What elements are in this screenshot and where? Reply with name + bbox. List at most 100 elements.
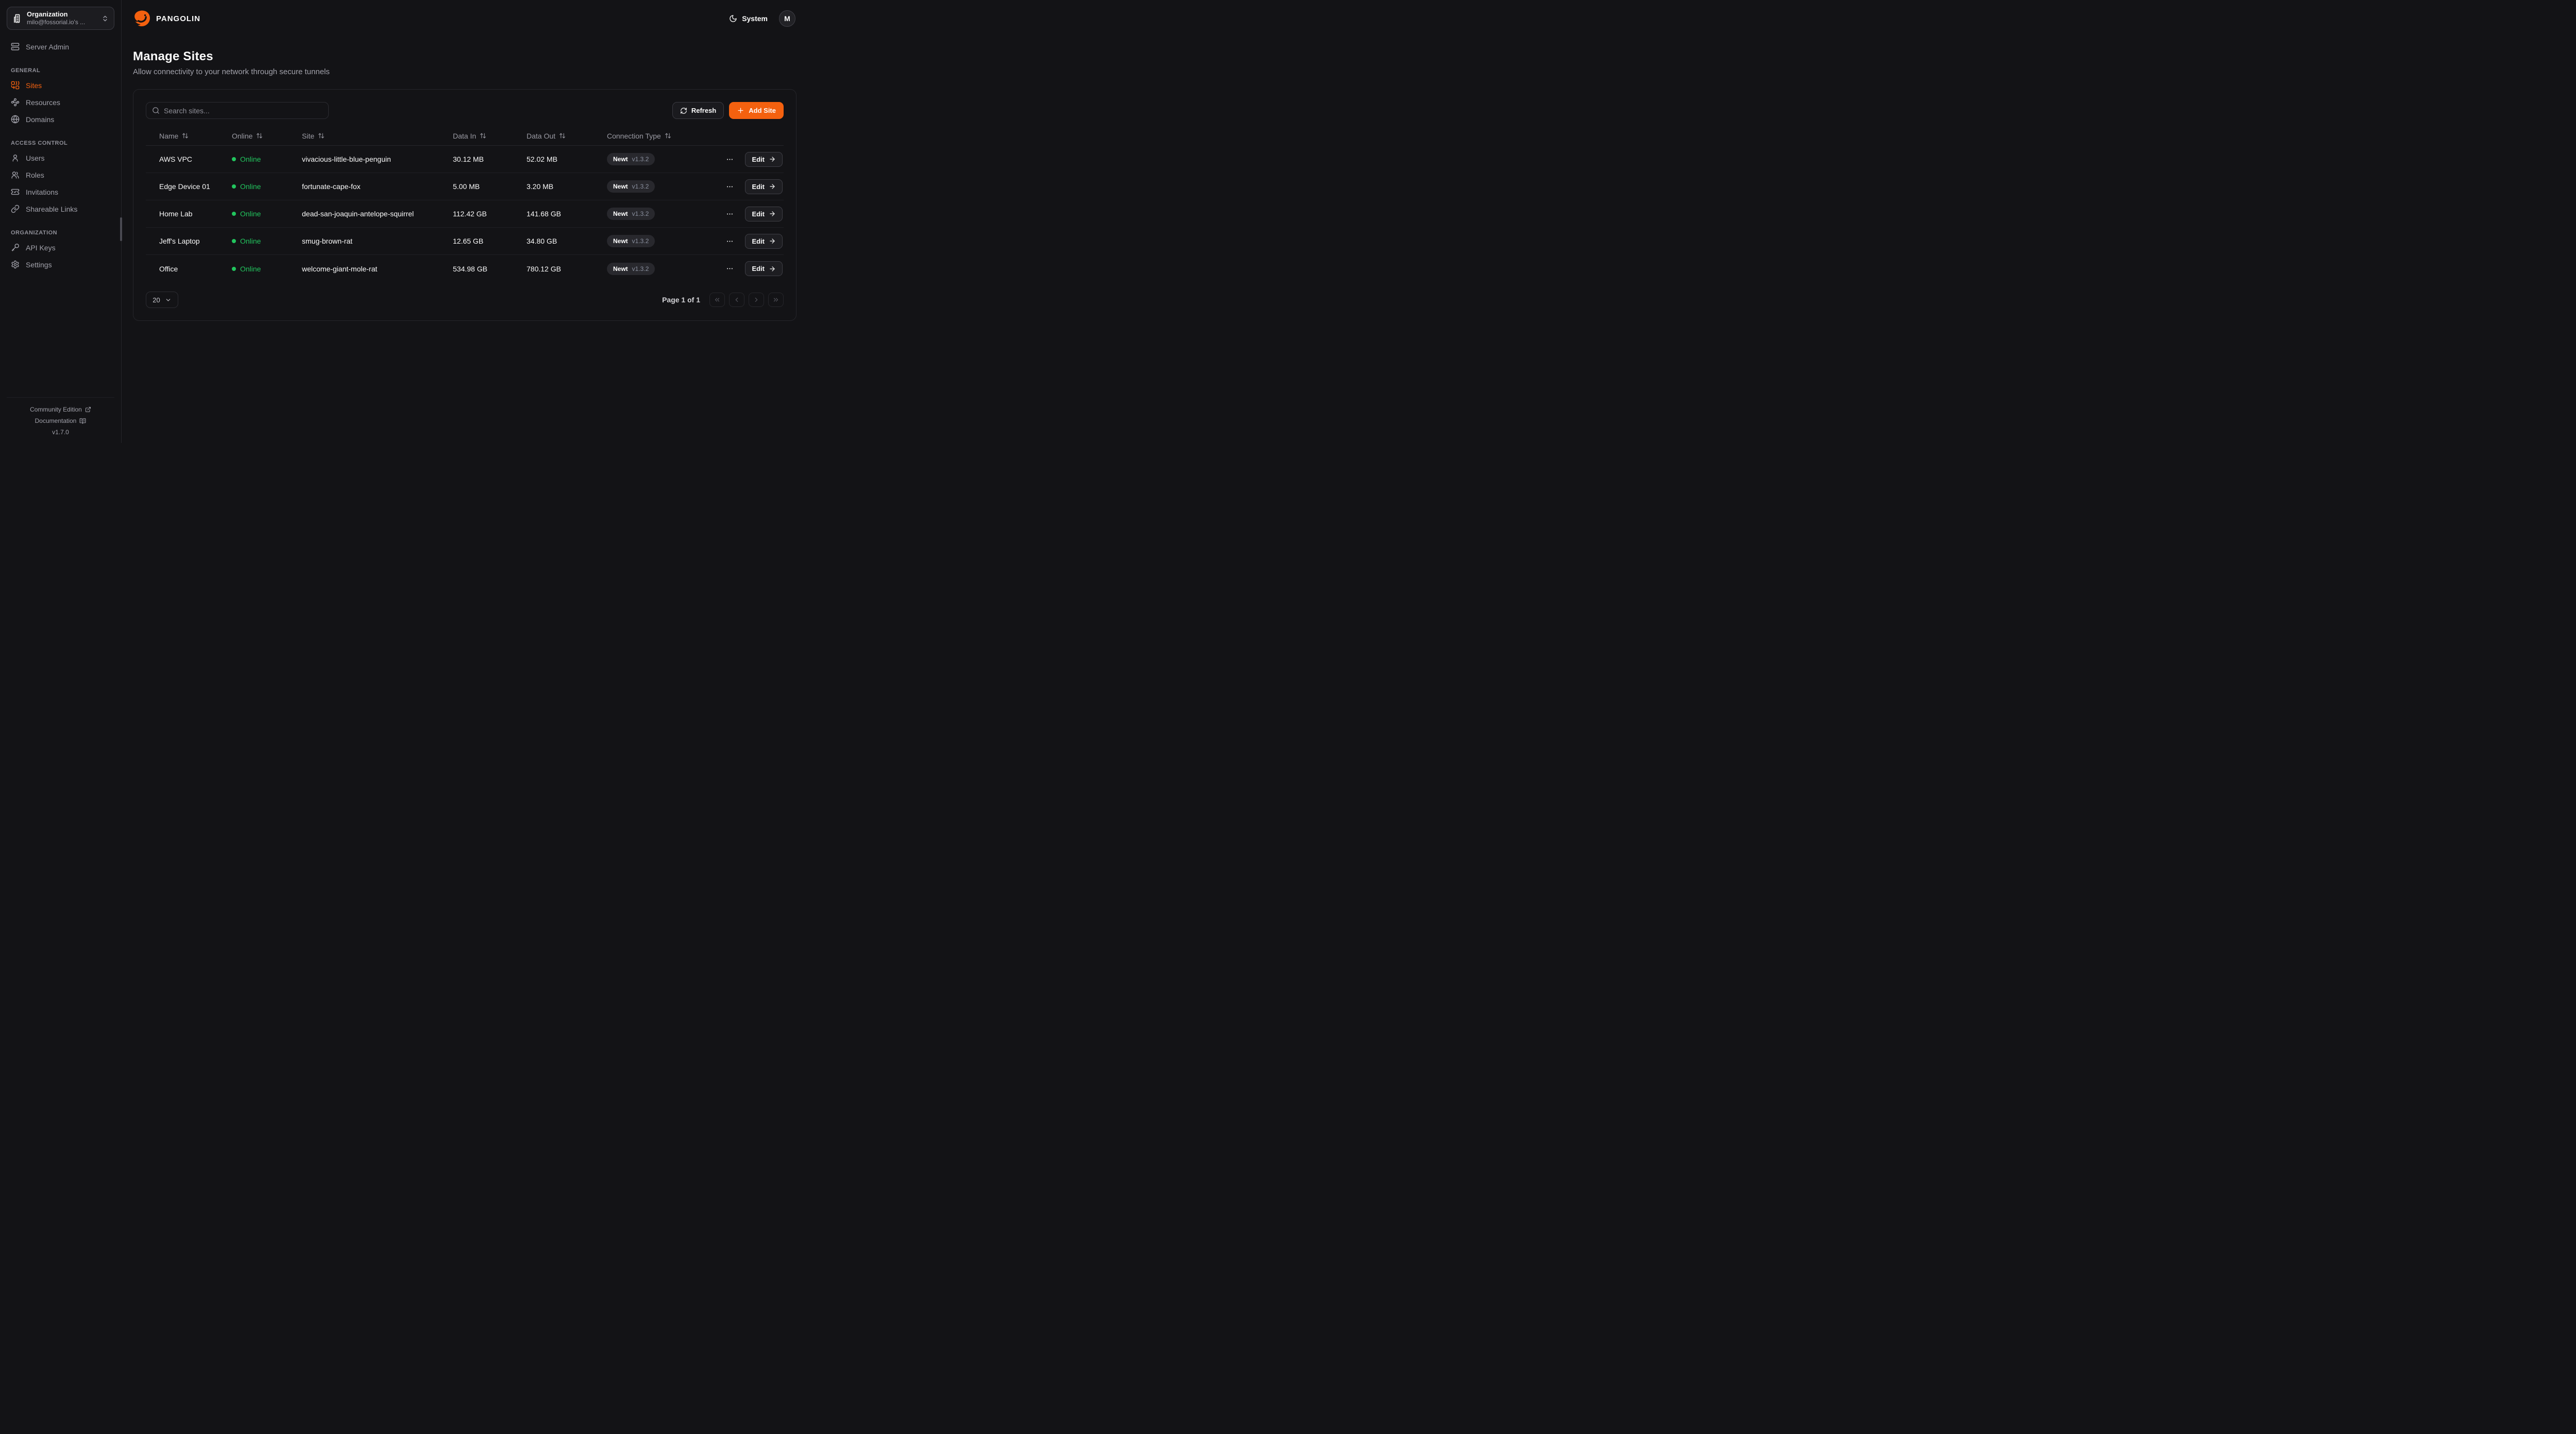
edit-button[interactable]: Edit <box>745 151 783 167</box>
row-menu-button[interactable] <box>724 181 736 193</box>
sidebar-item-label: Users <box>26 153 45 162</box>
sidebar-item-settings[interactable]: Settings <box>7 256 114 273</box>
status-dot <box>232 157 236 161</box>
book-open-icon <box>79 418 86 424</box>
arrow-right-icon <box>769 156 776 163</box>
edit-button[interactable]: Edit <box>745 261 783 276</box>
gear-icon <box>11 260 20 269</box>
sidebar-item-server-admin[interactable]: Server Admin <box>7 38 114 55</box>
table-row: Home Lab Online dead-san-joaquin-antelop… <box>146 200 784 228</box>
prev-page-button[interactable] <box>729 293 744 307</box>
waypoints-icon <box>11 98 20 107</box>
sites-combine-icon <box>11 81 20 90</box>
edit-button[interactable]: Edit <box>745 206 783 221</box>
arrow-right-icon <box>769 183 776 190</box>
column-header-site[interactable]: Site <box>302 132 453 140</box>
data-out: 3.20 MB <box>527 182 554 191</box>
site-slug: smug-brown-rat <box>302 237 353 245</box>
page-status: Page 1 of 1 <box>662 296 700 304</box>
column-header-online[interactable]: Online <box>232 132 302 140</box>
data-in: 534.98 GB <box>453 264 487 273</box>
sidebar-item-invitations[interactable]: Invitations <box>7 183 114 200</box>
row-menu-button[interactable] <box>724 153 736 165</box>
sites-table: Name Online Site Data In Data Out <box>146 126 784 284</box>
online-status: Online <box>232 182 302 191</box>
first-page-button[interactable] <box>709 293 725 307</box>
sidebar-item-domains[interactable]: Domains <box>7 111 114 128</box>
site-slug: welcome-giant-mole-rat <box>302 264 378 273</box>
connection-type-badge: Newt v1.3.2 <box>607 180 655 193</box>
data-in: 30.12 MB <box>453 155 484 163</box>
documentation-link[interactable]: Documentation <box>7 415 114 426</box>
sidebar-item-label: Server Admin <box>26 42 70 51</box>
sidebar-item-label: Roles <box>26 170 44 179</box>
sort-icon <box>256 132 263 139</box>
link-icon <box>11 204 20 213</box>
data-in: 5.00 MB <box>453 182 480 191</box>
add-site-label: Add Site <box>749 107 776 114</box>
sidebar-item-label: Sites <box>26 81 42 90</box>
community-edition-link[interactable]: Community Edition <box>7 404 114 415</box>
page-subtitle: Allow connectivity to your network throu… <box>133 67 330 76</box>
user-icon <box>11 153 20 162</box>
globe-icon <box>11 115 20 124</box>
chevrons-up-down-icon <box>101 15 109 22</box>
section-label-organization: ORGANIZATION <box>11 230 58 236</box>
sort-icon <box>480 132 486 139</box>
search-input[interactable] <box>164 106 323 115</box>
status-dot <box>232 266 236 271</box>
column-header-data-out[interactable]: Data Out <box>527 132 607 140</box>
last-page-button[interactable] <box>768 293 784 307</box>
sidebar-item-label: Invitations <box>26 187 59 196</box>
sidebar-item-api-keys[interactable]: API Keys <box>7 239 114 256</box>
edit-button[interactable]: Edit <box>745 233 783 249</box>
sidebar-item-label: Resources <box>26 98 60 107</box>
sidebar-item-sites[interactable]: Sites <box>7 77 114 94</box>
site-name: Home Lab <box>159 210 193 218</box>
column-header-connection-type[interactable]: Connection Type <box>607 132 691 140</box>
data-in: 12.65 GB <box>453 237 484 245</box>
arrow-right-icon <box>769 210 776 217</box>
refresh-button[interactable]: Refresh <box>672 102 724 119</box>
data-out: 34.80 GB <box>527 237 557 245</box>
column-header-data-in[interactable]: Data In <box>453 132 527 140</box>
sort-icon <box>559 132 566 139</box>
sidebar-item-label: Domains <box>26 115 55 124</box>
site-slug: vivacious-little-blue-penguin <box>302 155 391 163</box>
add-site-button[interactable]: Add Site <box>729 102 784 119</box>
arrow-right-icon <box>769 265 776 272</box>
sidebar-item-roles[interactable]: Roles <box>7 166 114 183</box>
plus-icon <box>737 107 744 114</box>
next-page-button[interactable] <box>749 293 764 307</box>
site-name: AWS VPC <box>159 155 193 163</box>
connection-type-badge: Newt v1.3.2 <box>607 153 655 165</box>
table-row: Office Online welcome-giant-mole-rat 534… <box>146 255 784 282</box>
pangolin-logo-icon <box>133 9 151 28</box>
connection-type-badge: Newt v1.3.2 <box>607 208 655 220</box>
page-size-select[interactable]: 20 <box>146 292 178 308</box>
org-selector[interactable]: Organization milo@fossorial.io's ... <box>7 7 114 30</box>
sidebar-footer: Community Edition Documentation v1.7.0 <box>7 397 114 443</box>
row-menu-button[interactable] <box>724 208 736 220</box>
sidebar-resize-handle[interactable] <box>120 217 122 241</box>
users-icon <box>11 170 20 179</box>
row-menu-button[interactable] <box>724 263 736 275</box>
column-header-name[interactable]: Name <box>146 132 232 140</box>
brand[interactable]: PANGOLIN <box>133 9 200 28</box>
sidebar-item-resources[interactable]: Resources <box>7 94 114 111</box>
ticket-check-icon <box>11 187 20 196</box>
online-status: Online <box>232 237 302 245</box>
topbar: PANGOLIN System M <box>122 0 808 37</box>
avatar-initial: M <box>784 14 790 23</box>
sidebar: Organization milo@fossorial.io's ... Ser… <box>0 0 122 443</box>
edit-button[interactable]: Edit <box>745 179 783 194</box>
row-menu-button[interactable] <box>724 235 736 247</box>
avatar[interactable]: M <box>779 10 795 27</box>
sidebar-item-users[interactable]: Users <box>7 149 114 166</box>
sort-icon <box>665 132 671 139</box>
page-title: Manage Sites <box>133 49 213 63</box>
theme-toggle[interactable]: System <box>729 14 768 23</box>
building-icon <box>12 13 22 23</box>
sidebar-item-shareable-links[interactable]: Shareable Links <box>7 200 114 217</box>
table-toolbar: Refresh Add Site <box>146 102 784 119</box>
